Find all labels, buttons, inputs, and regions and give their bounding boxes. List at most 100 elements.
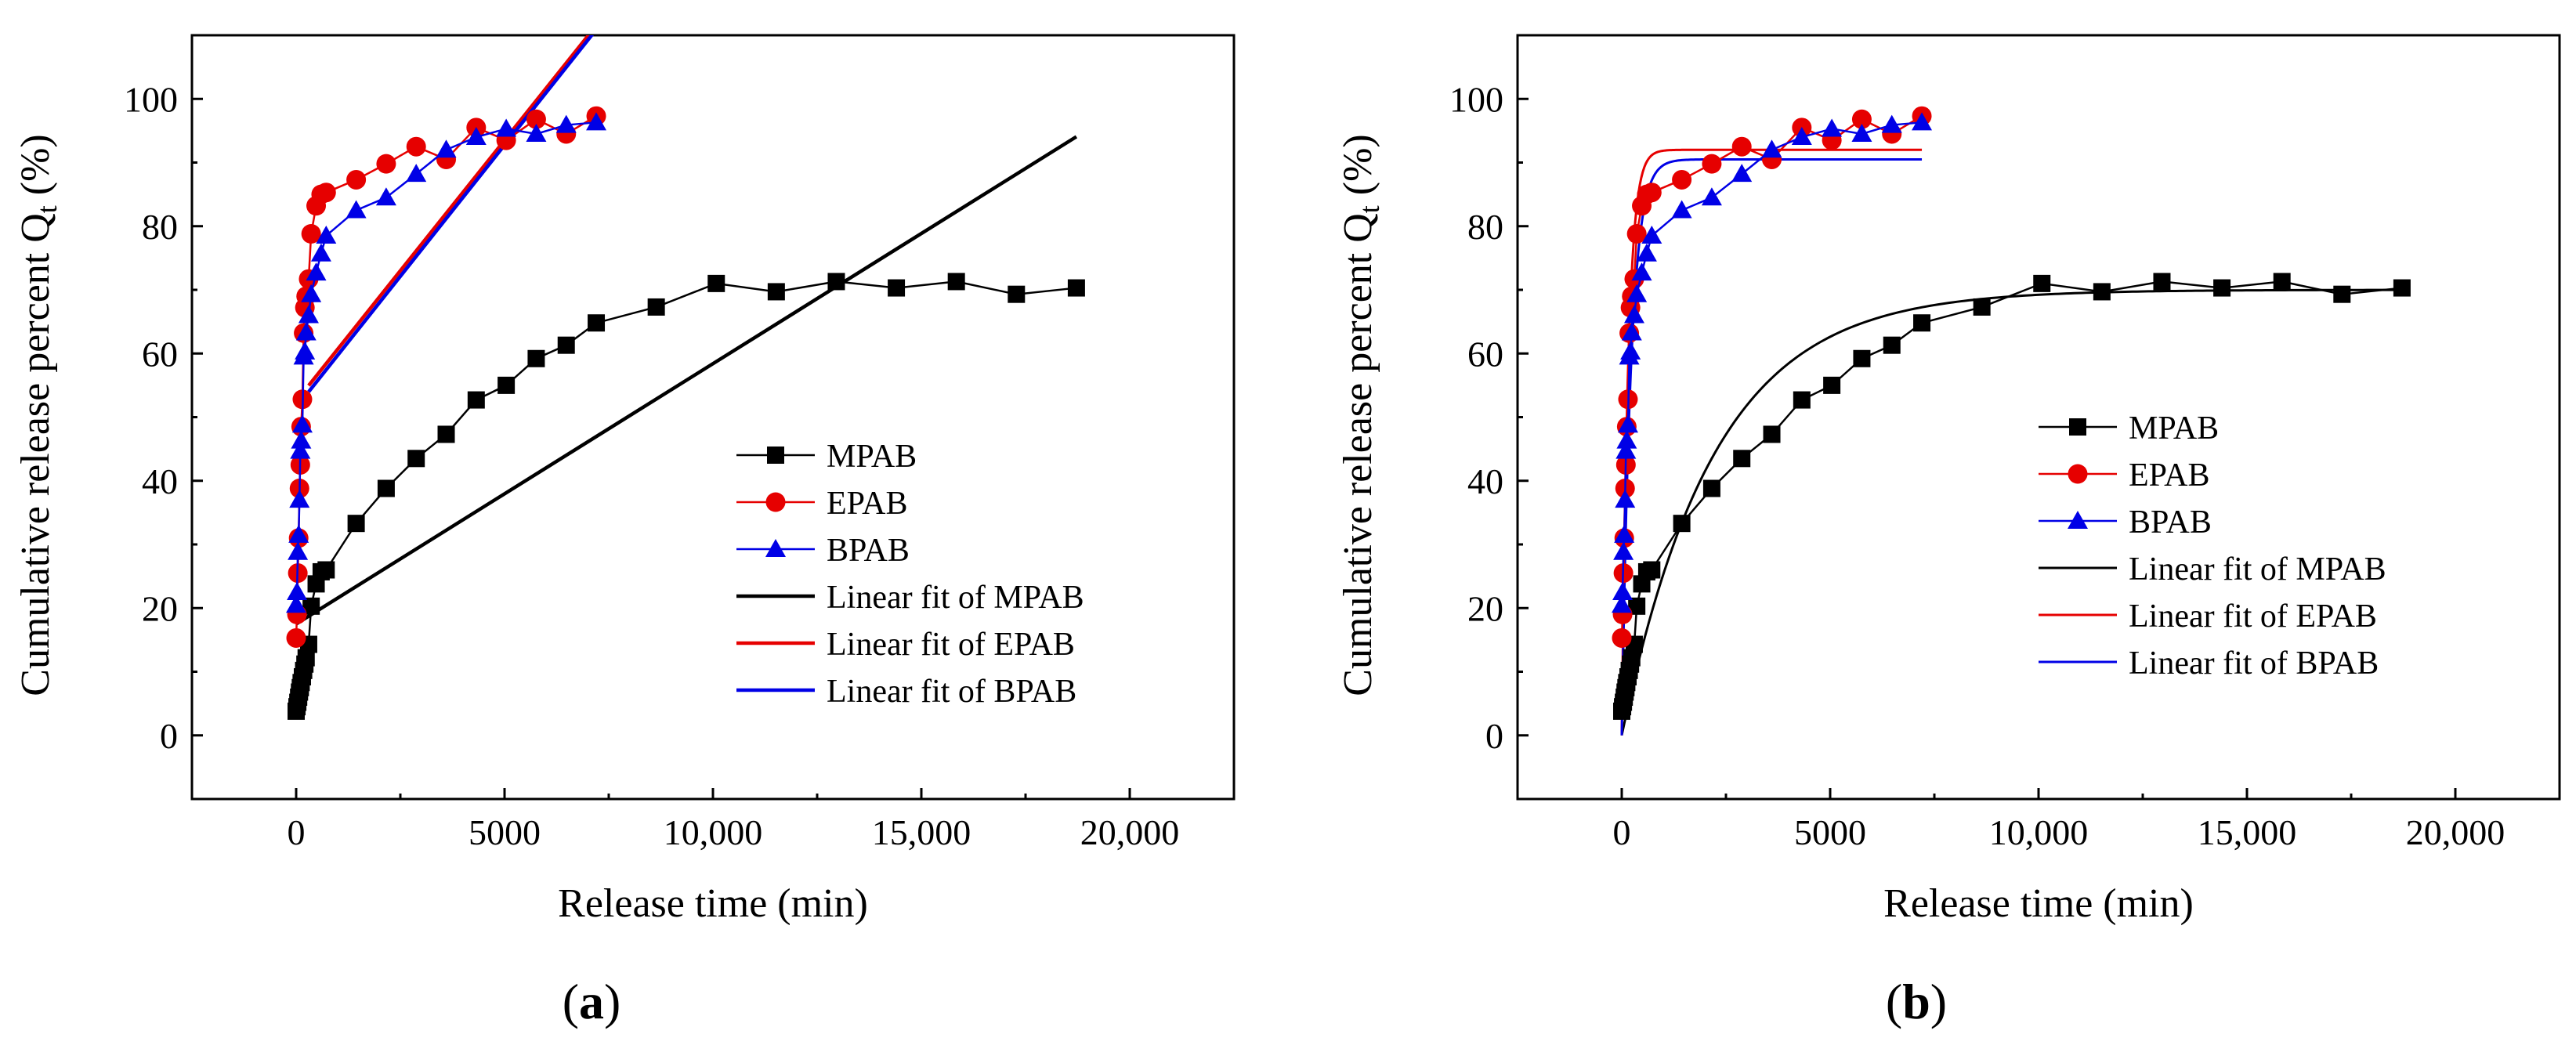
y-axis-label-main: Cumulative release percent Q [13,213,58,696]
legend-label: Linear fit of BPAB [827,674,1076,710]
data-point-mpab [647,298,665,316]
data-point-bpab [1621,322,1642,341]
y-axis-label-main: Cumulative release percent Q [1336,213,1380,696]
y-tick-label: 20 [1467,588,1503,628]
data-point-bpab [586,112,607,131]
x-tick-label: 20,000 [1080,812,1180,852]
data-point-mpab [2153,273,2171,291]
legend-label: Linear fit of MPAB [827,580,1084,616]
data-point-mpab [297,649,315,667]
data-point-epab [316,183,336,203]
data-point-mpab [1008,285,1026,303]
data-point-epab [1851,109,1872,129]
data-point-mpab [317,561,335,579]
data-point-mpab [1793,391,1811,409]
data-point-mpab [1973,298,1991,316]
data-point-epab [406,136,426,157]
data-point-bpab [1641,225,1662,244]
data-point-bpab [306,262,327,281]
data-point-mpab [767,283,785,301]
legend-label: Linear fit of MPAB [2129,551,2386,588]
data-point-bpab [1822,118,1843,137]
data-point-epab [1731,136,1752,157]
legend-swatch-marker [767,447,784,464]
data-point-bpab [1617,414,1638,433]
x-tick-label: 15,000 [2198,812,2297,852]
data-point-epab [1702,154,1722,174]
data-point-bpab [1615,440,1637,459]
data-point-mpab [888,279,906,297]
x-tick-label: 0 [288,812,306,852]
data-point-mpab [1883,336,1901,354]
legend-label: BPAB [2129,504,2212,541]
data-point-bpab [295,341,316,360]
data-point-mpab [527,349,545,367]
data-point-mpab [588,314,606,332]
data-point-mpab [2333,285,2351,303]
data-point-bpab [1851,123,1872,142]
data-point-bpab [1612,595,1632,613]
panel-label-open: ( [1886,974,1902,1029]
legend-label: MPAB [2129,410,2219,447]
data-point-mpab [947,273,965,291]
data-point-epab [286,627,306,648]
data-point-bpab [1612,581,1634,600]
chart-panel-b: 0 5000 10,000 15,000 20,000 0 20 40 60 80 100 Relea… [1336,34,2561,1029]
panel-label: (b) [1886,974,1947,1029]
data-point-bpab [1671,200,1692,219]
data-point-mpab [1853,349,1871,367]
data-point-bpab [1761,139,1782,158]
data-point-bpab [1626,284,1648,302]
data-point-bpab [291,430,312,449]
y-tick-label: 60 [1467,334,1503,374]
data-point-bpab [288,524,309,543]
legend: MPAB EPAB BPAB Linear fit of MPAB Linear fit… [2039,410,2386,682]
data-point-bpab [406,164,427,183]
series-line-epab [295,115,597,638]
data-point-mpab [557,336,575,354]
legend-label: Linear fit of EPAB [2129,598,2377,635]
data-point-bpab [1616,430,1637,449]
data-point-mpab [1673,515,1691,533]
data-point-mpab [1733,450,1751,468]
series-line-bpab [1620,121,1923,606]
data-point-mpab [1913,314,1931,332]
fit-line-2 [307,35,591,387]
y-axis-label-subscript: t [31,205,63,213]
y-axis-label: Cumulative release percent Qt (%) [13,134,63,696]
y-tick-label: 0 [160,716,178,756]
legend: MPAB EPAB BPAB Linear fit of MPAB Linear fit… [736,439,1084,710]
data-point-bpab [295,322,317,341]
data-point-mpab [1067,279,1085,297]
y-tick-label: 100 [124,79,178,119]
y-tick-label: 40 [142,461,178,501]
data-point-epab [1641,183,1662,203]
data-point-bpab [291,414,313,433]
legend-label: BPAB [827,533,910,569]
legend-label: EPAB [827,486,908,522]
data-point-bpab [1631,262,1652,281]
data-point-bpab [1791,127,1812,145]
y-axis-label: Cumulative release percent Qt (%) [1336,134,1385,696]
data-point-bpab [1912,112,1933,131]
data-point-bpab [1701,187,1722,206]
y-axis-label-unit: (%) [13,134,58,205]
y-tick-label: 80 [142,207,178,247]
legend-swatch-marker [765,492,786,512]
legend-label: Linear fit of EPAB [827,627,1075,663]
data-point-mpab [827,273,845,291]
data-point-mpab [497,376,516,394]
fit-line-3 [307,35,595,393]
series-line-bpab [295,121,597,606]
data-point-mpab [377,479,395,497]
data-point-bpab [286,595,306,613]
x-tick-label: 10,000 [1989,812,2089,852]
data-point-epab [301,224,321,244]
data-point-mpab [1623,649,1641,667]
data-point-bpab [1620,341,1641,360]
data-point-mpab [302,597,320,615]
data-point-epab [1672,169,1692,190]
legend-label: Linear fit of BPAB [2129,645,2379,682]
data-point-bpab [310,243,331,262]
